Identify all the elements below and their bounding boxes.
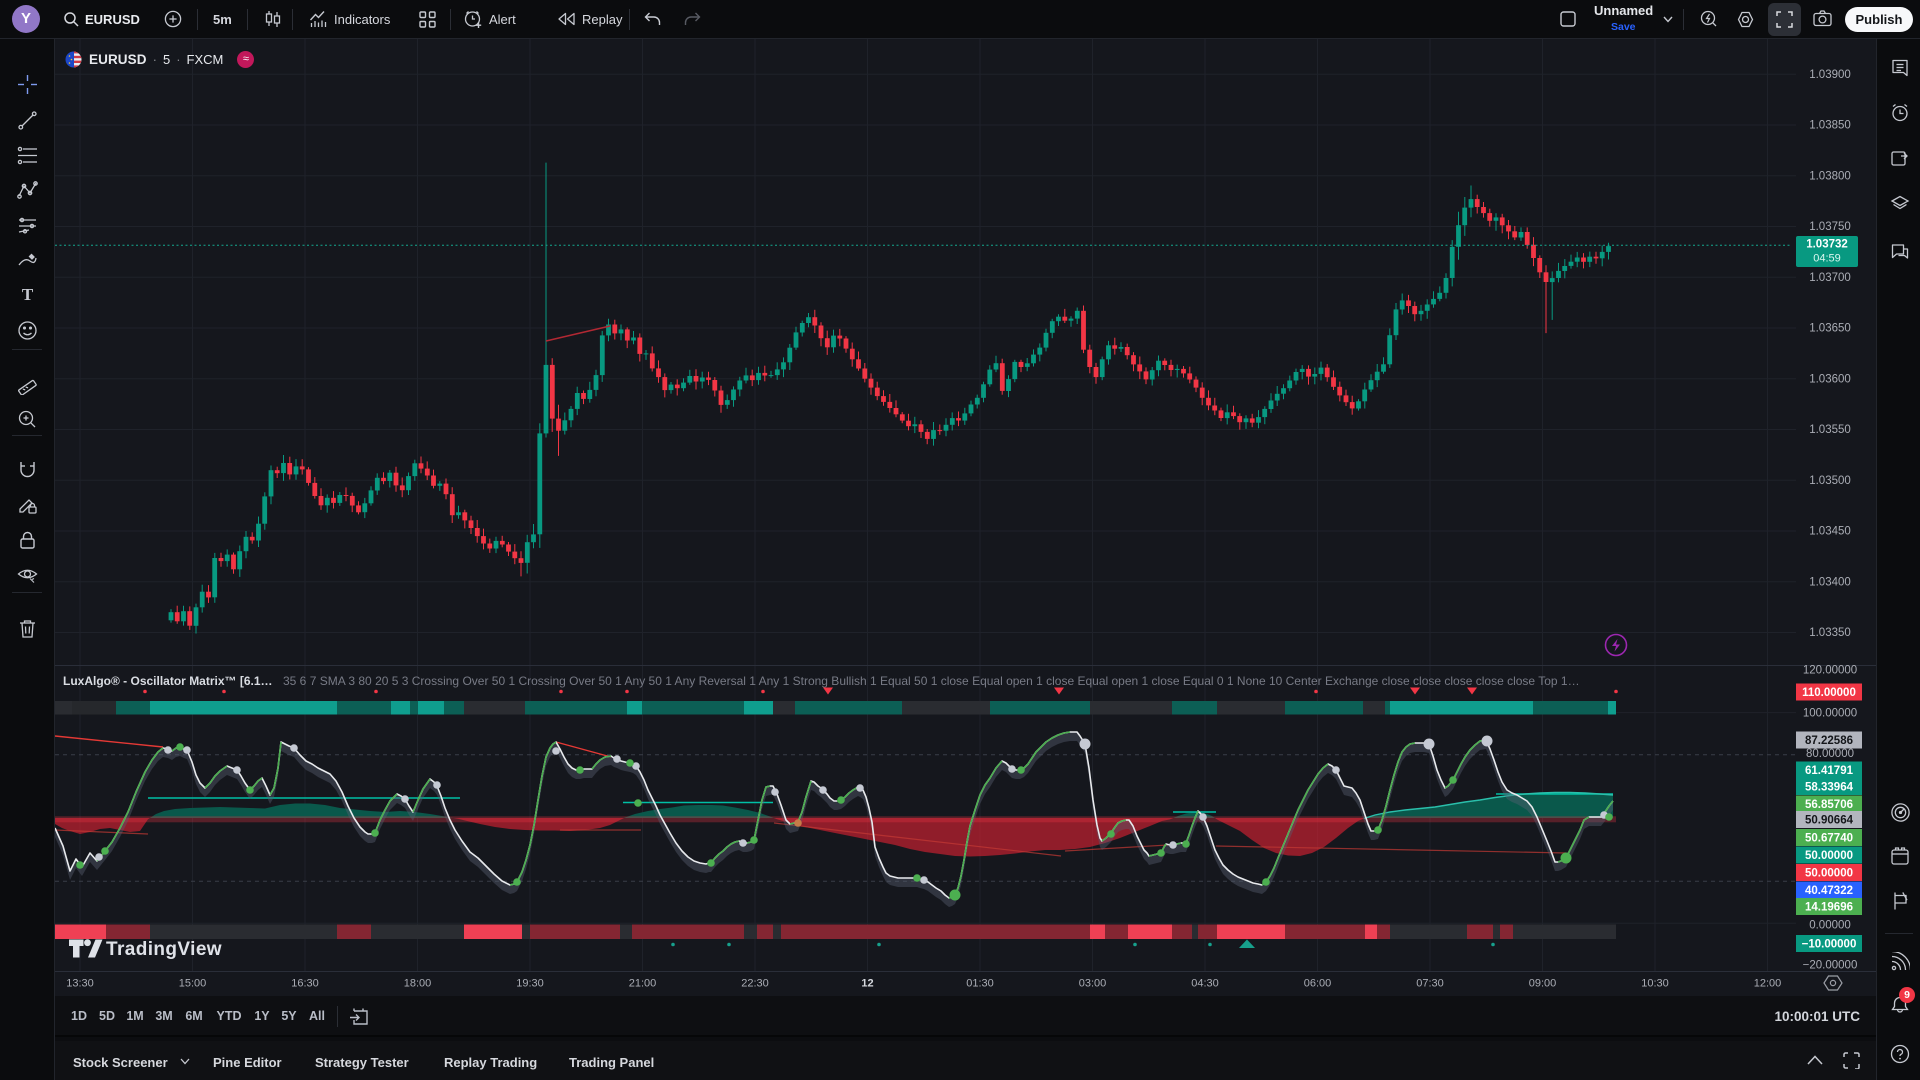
svg-text:22:30: 22:30 xyxy=(741,978,769,990)
svg-text:40.47322: 40.47322 xyxy=(1805,885,1853,897)
svg-text:12: 12 xyxy=(861,978,873,990)
svg-text:T: T xyxy=(22,285,34,303)
svg-text:14.19696: 14.19696 xyxy=(1805,902,1853,914)
svg-text:1.03700: 1.03700 xyxy=(1809,272,1851,284)
svg-text:12:00: 12:00 xyxy=(1754,978,1782,990)
svg-text:1.03650: 1.03650 xyxy=(1809,323,1851,335)
svg-text:1.03732: 1.03732 xyxy=(1806,239,1848,251)
svg-text:07:30: 07:30 xyxy=(1416,978,1444,990)
svg-text:56.85706: 56.85706 xyxy=(1805,799,1853,811)
svg-text:120.00000: 120.00000 xyxy=(1803,665,1857,677)
svg-text:61.41791: 61.41791 xyxy=(1805,765,1854,777)
svg-text:0.00000: 0.00000 xyxy=(1809,920,1851,932)
svg-text:1.03400: 1.03400 xyxy=(1809,576,1851,588)
svg-text:1.03800: 1.03800 xyxy=(1809,170,1851,182)
svg-text:TradingView: TradingView xyxy=(106,939,222,960)
svg-text:16:30: 16:30 xyxy=(291,978,319,990)
svg-text:15:00: 15:00 xyxy=(179,978,207,990)
svg-text:1.03550: 1.03550 xyxy=(1809,424,1851,436)
svg-text:LuxAlgo® - Oscillator Matrix™: LuxAlgo® - Oscillator Matrix™ [6.1… xyxy=(63,674,273,688)
svg-text:87.22586: 87.22586 xyxy=(1805,735,1853,747)
svg-text:110.00000: 110.00000 xyxy=(1802,687,1856,699)
svg-text:50.00000: 50.00000 xyxy=(1805,850,1853,862)
svg-text:1.03750: 1.03750 xyxy=(1809,221,1851,233)
svg-text:50.90664: 50.90664 xyxy=(1805,815,1854,827)
svg-text:−20.00000: −20.00000 xyxy=(1803,960,1858,972)
svg-text:04:30: 04:30 xyxy=(1191,978,1219,990)
svg-text:18:00: 18:00 xyxy=(404,978,432,990)
svg-text:1.03500: 1.03500 xyxy=(1809,475,1851,487)
svg-text:1.03600: 1.03600 xyxy=(1809,373,1851,385)
svg-text:1.03900: 1.03900 xyxy=(1809,69,1851,81)
svg-text:13:30: 13:30 xyxy=(66,978,94,990)
svg-text:21:00: 21:00 xyxy=(629,978,657,990)
svg-text:04:59: 04:59 xyxy=(1813,253,1841,265)
svg-text:1.03450: 1.03450 xyxy=(1809,526,1851,538)
svg-text:09:00: 09:00 xyxy=(1529,978,1557,990)
svg-text:01:30: 01:30 xyxy=(966,978,994,990)
svg-text:19:30: 19:30 xyxy=(516,978,544,990)
svg-text:1.03850: 1.03850 xyxy=(1809,120,1851,132)
svg-text:50.00000: 50.00000 xyxy=(1805,868,1853,880)
svg-text:80.00000: 80.00000 xyxy=(1806,748,1854,760)
svg-text:03:00: 03:00 xyxy=(1079,978,1107,990)
svg-text:−10.00000: −10.00000 xyxy=(1802,939,1857,951)
svg-text:35 6 7 SMA 3 80 20 5 3 Crossin: 35 6 7 SMA 3 80 20 5 3 Crossing Over 50 … xyxy=(283,674,1580,688)
svg-text:1.03350: 1.03350 xyxy=(1809,627,1851,639)
svg-text:06:00: 06:00 xyxy=(1304,978,1332,990)
svg-text:100.00000: 100.00000 xyxy=(1803,708,1857,720)
svg-text:10:30: 10:30 xyxy=(1641,978,1669,990)
svg-text:58.33964: 58.33964 xyxy=(1805,782,1854,794)
svg-text:50.67740: 50.67740 xyxy=(1805,833,1853,845)
